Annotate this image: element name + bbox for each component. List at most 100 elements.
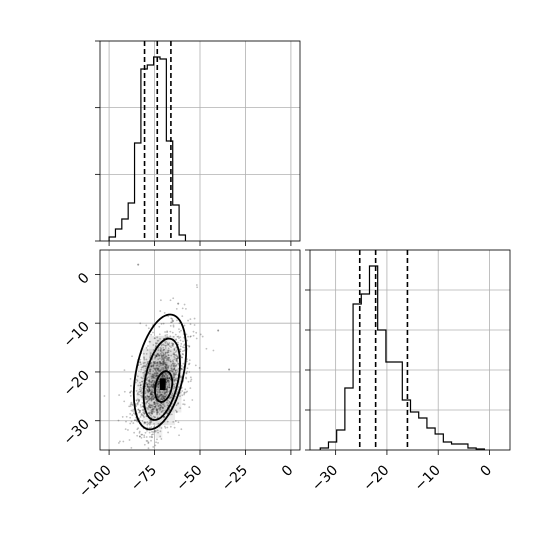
scatter-density-cell [161, 399, 169, 413]
scatter-sample-point [150, 433, 153, 436]
scatter-sample-point [148, 390, 151, 392]
hist-y-bin-14 [435, 434, 443, 450]
scatter-sample-point [164, 352, 167, 355]
scatter-sample-point [171, 342, 173, 345]
scatter-sample-point [152, 386, 155, 388]
scatter-sample-point [152, 363, 155, 366]
scatter-sample-point [166, 380, 169, 382]
scatter-density-cell [174, 348, 182, 362]
scatter-sample-point [171, 320, 174, 323]
scatter-sample-point [173, 371, 175, 374]
scatter-sample-point [163, 393, 166, 395]
scatter-sample-point [168, 377, 171, 380]
hist-x-bin-2 [122, 219, 128, 241]
scatter-sample-point [156, 355, 158, 358]
scatter-sample-point [162, 416, 165, 418]
scatter-sample-point [167, 354, 170, 357]
scatter-sample-point [168, 345, 171, 348]
scatter-sample-point [156, 429, 159, 432]
scatter-sample-point [148, 397, 151, 400]
scatter-sample-point [149, 393, 152, 395]
scatter-sample-point [155, 355, 157, 358]
scatter-sample-point [150, 420, 152, 422]
scatter-density-cell [142, 348, 150, 362]
scatter-sample-point [153, 367, 156, 370]
hist-x-bin-9 [166, 141, 172, 241]
scatter-sample-point [148, 421, 151, 424]
scatter-sample-point [164, 361, 167, 364]
scatter-sample-point [169, 360, 172, 363]
scatter-sample-point [170, 368, 173, 371]
scatter-sample-point [168, 408, 171, 411]
scatter-sample-point [181, 368, 183, 371]
scatter-sample-point [140, 433, 143, 436]
scatter-sample-point [151, 375, 154, 378]
scatter-sample-point [165, 363, 167, 366]
scatter-sample-point [148, 372, 150, 375]
scatter-sample-point [144, 398, 147, 401]
scatter-sample-point [136, 428, 139, 431]
scatter-sample-point [170, 346, 172, 349]
scatter-sample-point [158, 369, 161, 372]
scatter-sample-point [150, 390, 153, 393]
scatter-sample-point [164, 395, 167, 398]
scatter-sample-point [147, 441, 150, 444]
scatter-sample-point [169, 324, 172, 327]
scatter-sample-point [160, 355, 163, 357]
scatter-outlier-3 [177, 302, 180, 305]
scatter-sample-point [163, 376, 166, 379]
scatter-sample-point [166, 385, 169, 388]
scatter-sample-point [129, 394, 132, 397]
scatter-sample-point [188, 359, 191, 362]
scatter-sample-point [182, 403, 185, 405]
scatter-sample-point [186, 339, 189, 342]
scatter-sample-point [138, 411, 141, 414]
scatter-sample-point [156, 374, 159, 377]
scatter-sample-point [164, 363, 167, 365]
scatter-sample-point [154, 403, 157, 406]
scatter-sample-point [154, 405, 157, 408]
scatter-sample-point [158, 391, 161, 394]
scatter-sample-point [187, 319, 189, 322]
scatter-sample-point [141, 377, 144, 380]
scatter-sample-point [164, 373, 167, 376]
scatter-sample-point [170, 413, 173, 416]
scatter-sample-point [156, 372, 159, 375]
scatter-sample-point [147, 391, 150, 393]
scatter-sample-point [152, 409, 155, 412]
scatter-sample-point [173, 385, 176, 388]
scatter-sample-point [148, 403, 151, 406]
scatter-sample-point [149, 422, 152, 424]
scatter-sample-point [162, 362, 164, 365]
scatter-sample-point [156, 395, 159, 398]
scatter-sample-point [137, 408, 140, 411]
scatter-sample-point [144, 431, 147, 434]
scatter-sample-point [140, 366, 143, 369]
scatter-sample-point [162, 416, 165, 419]
scatter-sample-point [183, 403, 186, 406]
scatter-sample-point [143, 436, 146, 438]
scatter-sample-point [152, 377, 155, 379]
scatter-sample-point [167, 379, 169, 382]
scatter-sample-point [156, 368, 159, 371]
scatter-sample-point [177, 335, 180, 338]
scatter-sample-point [139, 409, 142, 412]
scatter-sample-point [150, 416, 153, 419]
scatter-sample-point [147, 404, 150, 407]
scatter-sample-point [152, 394, 154, 397]
scatter-sample-point [158, 380, 161, 383]
scatter-density-cell [161, 335, 169, 350]
scatter-density-cell [149, 399, 156, 413]
scatter-sample-point [135, 399, 138, 402]
scatter-sample-point [159, 346, 162, 349]
scatter-sample-point [130, 409, 133, 412]
scatter-sample-point [165, 366, 168, 369]
scatter-sample-point [152, 383, 155, 386]
scatter-sample-point [145, 396, 147, 399]
scatter-sample-point [163, 362, 166, 365]
scatter-sample-point [139, 381, 141, 384]
scatter-sample-point [174, 364, 177, 367]
scatter-sample-point [150, 397, 153, 400]
scatter-sample-point [167, 359, 170, 361]
scatter-sample-point [155, 367, 158, 370]
